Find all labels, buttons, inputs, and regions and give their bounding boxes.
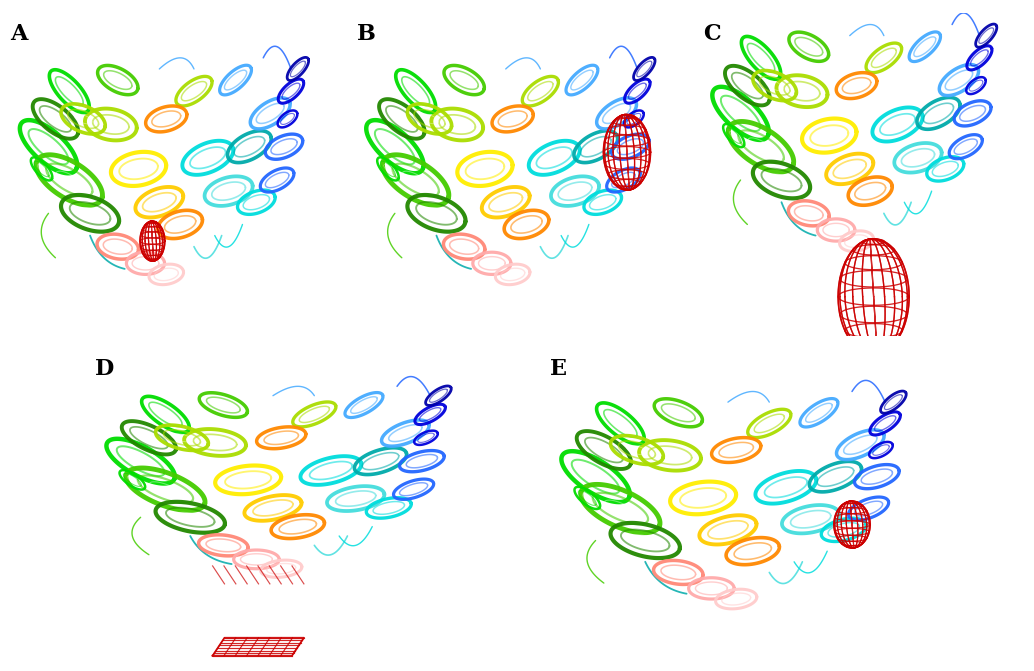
Text: B: B	[357, 23, 375, 45]
Text: C: C	[703, 23, 721, 45]
Text: E: E	[550, 358, 567, 380]
Text: A: A	[10, 23, 28, 45]
Text: D: D	[95, 358, 115, 380]
